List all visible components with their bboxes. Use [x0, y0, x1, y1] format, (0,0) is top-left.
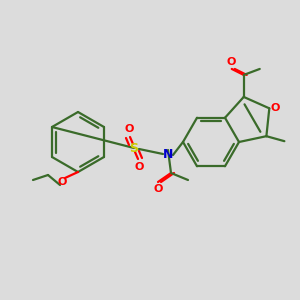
Text: O: O: [57, 177, 67, 187]
Text: O: O: [271, 103, 280, 113]
Text: O: O: [134, 162, 144, 172]
Text: N: N: [163, 148, 173, 161]
Text: O: O: [226, 57, 236, 67]
Text: O: O: [124, 124, 134, 134]
Text: O: O: [153, 184, 163, 194]
Text: S: S: [130, 142, 139, 154]
